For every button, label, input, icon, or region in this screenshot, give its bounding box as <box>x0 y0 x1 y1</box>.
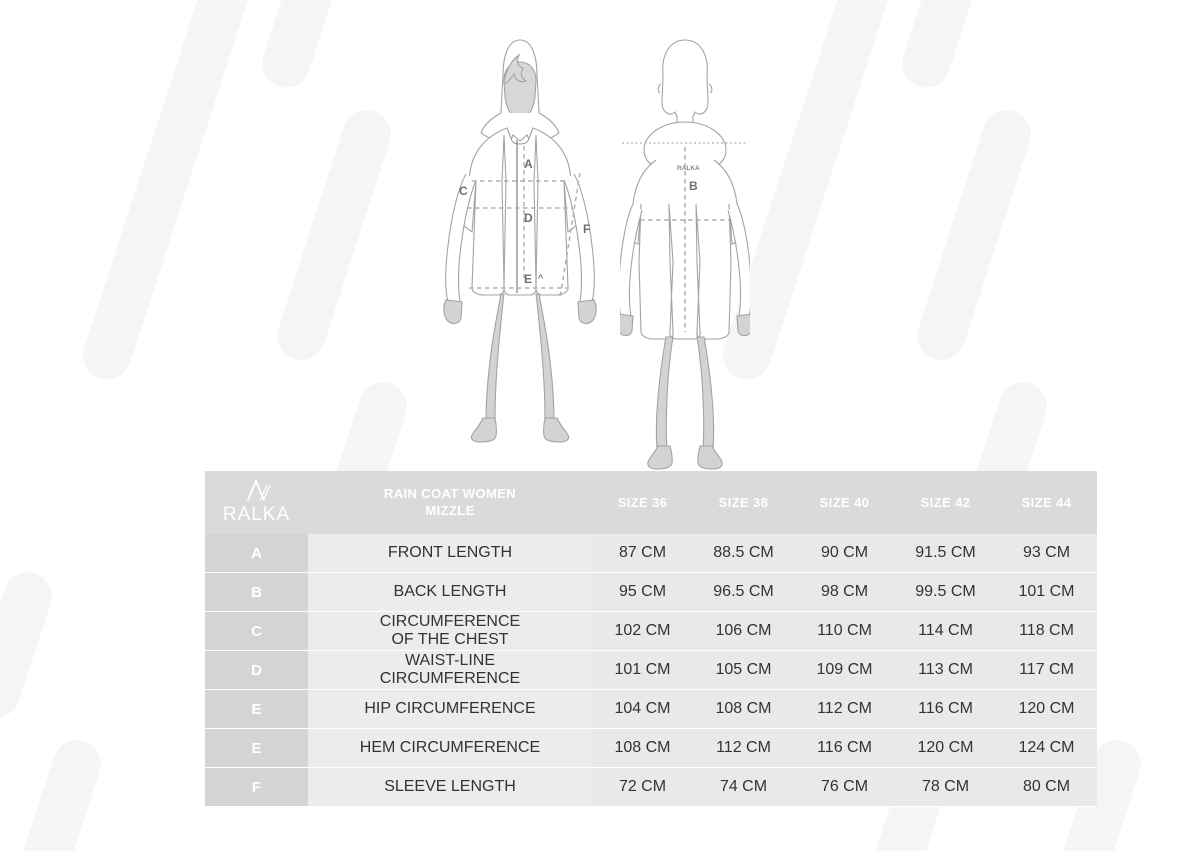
svg-text:E: E <box>524 272 532 286</box>
svg-text:^: ^ <box>538 273 544 283</box>
svg-text:C: C <box>459 184 468 198</box>
svg-text:RALKA: RALKA <box>677 165 700 172</box>
svg-text:A: A <box>524 157 533 171</box>
svg-text:B: B <box>689 179 698 193</box>
svg-text:D: D <box>524 211 533 225</box>
svg-text:F: F <box>583 222 590 236</box>
